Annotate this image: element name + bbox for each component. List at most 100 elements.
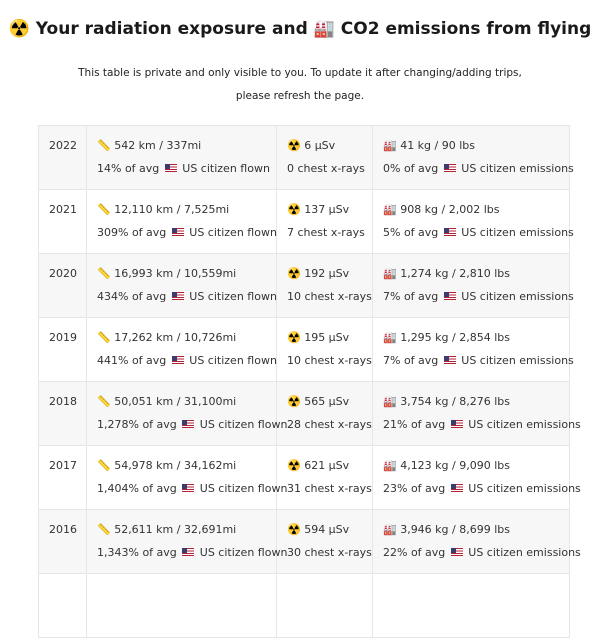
distance-comparison-label: US citizen flown xyxy=(189,354,277,367)
radiation-dose: ☢️ 621 µSv xyxy=(287,459,350,472)
co2-value: 🏭 1,274 kg / 2,810 lbs xyxy=(383,267,510,280)
title-text-part1: Your radiation exposure and xyxy=(35,19,308,39)
radiation-cell: ☢️ 195 µSv 10 chest x-rays xyxy=(276,317,373,382)
title-text-part2: CO2 emissions from flying xyxy=(340,19,592,39)
co2-comparison-label: US citizen emissions xyxy=(468,482,581,495)
year-label: 2018 xyxy=(49,395,77,408)
us-flag-icon xyxy=(450,420,463,428)
emissions-cell: 🏭 1,295 kg / 2,854 lbs 7% of avg US citi… xyxy=(372,317,574,382)
co2-comparison: 22% of avg US citizen emissions xyxy=(383,545,581,568)
co2-value: 🏭 41 kg / 90 lbs xyxy=(383,139,476,152)
distance-percent: 14% of avg xyxy=(97,162,160,175)
table-row: 2021 📏 12,110 km / 7,525mi 309% of avg U… xyxy=(38,189,574,254)
year-cell: 2017 xyxy=(38,445,87,510)
radiation-dose: ☢️ 192 µSv xyxy=(287,267,350,280)
co2-percent: 7% of avg xyxy=(383,290,439,303)
chest-xray-equivalent: 30 chest x-rays xyxy=(287,546,372,559)
factory-icon: 🏭 xyxy=(313,19,335,39)
chest-xray-equivalent: 31 chest x-rays xyxy=(287,482,372,495)
table-row: 2017 📏 54,978 km / 34,162mi 1,404% of av… xyxy=(38,445,581,510)
distance-percent: 1,404% of avg xyxy=(97,482,177,495)
distance-cell: 📏 17,262 km / 10,726mi 441% of avg US ci… xyxy=(86,317,277,382)
us-flag-icon xyxy=(443,356,456,364)
co2-percent: 22% of avg xyxy=(383,546,446,559)
distance-value: 📏 16,993 km / 10,559mi xyxy=(97,267,237,280)
emissions-cell: 🏭 3,754 kg / 8,276 lbs 21% of avg US cit… xyxy=(372,381,581,446)
radiation-cell: ☢️ 137 µSv 7 chest x-rays xyxy=(276,189,373,254)
year-label: 2016 xyxy=(49,523,77,536)
distance-comparison-label: US citizen flown xyxy=(199,418,288,431)
co2-percent: 5% of avg xyxy=(383,226,439,239)
co2-percent: 7% of avg xyxy=(383,354,439,367)
co2-comparison: 23% of avg US citizen emissions xyxy=(383,481,581,504)
us-flag-icon xyxy=(443,228,456,236)
table-row: 2022 📏 542 km / 337mi 14% of avg US citi… xyxy=(38,125,574,190)
us-flag-icon xyxy=(450,548,463,556)
table-row: 2018 📏 50,051 km / 31,100mi 1,278% of av… xyxy=(38,381,581,446)
distance-comparison: 434% of avg US citizen flown xyxy=(97,289,277,312)
radiation-dose: ☢️ 137 µSv xyxy=(287,203,350,216)
distance-value: 📏 54,978 km / 34,162mi xyxy=(97,459,237,472)
chest-xray-equivalent: 28 chest x-rays xyxy=(287,418,372,431)
us-flag-icon xyxy=(450,484,463,492)
co2-value: 🏭 3,754 kg / 8,276 lbs xyxy=(383,395,510,408)
emissions-cell: 🏭 41 kg / 90 lbs 0% of avg US citizen em… xyxy=(372,125,574,190)
distance-value: 📏 50,051 km / 31,100mi xyxy=(97,395,237,408)
emissions-cell: 🏭 1,274 kg / 2,810 lbs 7% of avg US citi… xyxy=(372,253,574,318)
year-cell: 2022 xyxy=(38,125,87,190)
year-cell: 2021 xyxy=(38,189,87,254)
co2-value: 🏭 1,295 kg / 2,854 lbs xyxy=(383,331,510,344)
co2-comparison-label: US citizen emissions xyxy=(461,354,574,367)
co2-comparison: 7% of avg US citizen emissions xyxy=(383,289,574,312)
year-label: 2020 xyxy=(49,267,77,280)
distance-percent: 309% of avg xyxy=(97,226,167,239)
co2-comparison: 21% of avg US citizen emissions xyxy=(383,417,581,440)
us-flag-icon xyxy=(171,228,184,236)
emissions-cell: 🏭 3,946 kg / 8,699 lbs 22% of avg US cit… xyxy=(372,509,581,574)
us-flag-icon xyxy=(443,292,456,300)
co2-comparison-label: US citizen emissions xyxy=(461,226,574,239)
radiation-cell: ☢️ 621 µSv 31 chest x-rays xyxy=(276,445,373,510)
distance-percent: 441% of avg xyxy=(97,354,167,367)
co2-comparison-label: US citizen emissions xyxy=(461,290,574,303)
radiation-cell: ☢️ 565 µSv 28 chest x-rays xyxy=(276,381,373,446)
us-flag-icon xyxy=(164,164,177,172)
distance-comparison: 441% of avg US citizen flown xyxy=(97,353,277,376)
distance-comparison-label: US citizen flown xyxy=(199,482,288,495)
year-cell: 2019 xyxy=(38,317,87,382)
table-row: 2019 📏 17,262 km / 10,726mi 441% of avg … xyxy=(38,317,574,382)
chest-xray-equivalent: 7 chest x-rays xyxy=(287,226,365,239)
us-flag-icon xyxy=(171,356,184,364)
radiation-dose: ☢️ 195 µSv xyxy=(287,331,350,344)
us-flag-icon xyxy=(171,292,184,300)
radiation-dose: ☢️ 6 µSv xyxy=(287,139,336,152)
distance-cell: 📏 52,611 km / 32,691mi 1,343% of avg US … xyxy=(86,509,287,574)
co2-comparison-label: US citizen emissions xyxy=(461,162,574,175)
distance-comparison-label: US citizen flown xyxy=(199,546,288,559)
year-label: 2019 xyxy=(49,331,77,344)
distance-comparison-label: US citizen flown xyxy=(182,162,270,175)
year-label: 2021 xyxy=(49,203,77,216)
distance-percent: 434% of avg xyxy=(97,290,167,303)
emissions-cell: 🏭 4,123 kg / 9,090 lbs 23% of avg US cit… xyxy=(372,445,581,510)
co2-comparison: 0% of avg US citizen emissions xyxy=(383,161,574,184)
emissions-cell: 🏭 908 kg / 2,002 lbs 5% of avg US citize… xyxy=(372,189,574,254)
co2-value: 🏭 3,946 kg / 8,699 lbs xyxy=(383,523,510,536)
year-cell: 2016 xyxy=(38,509,87,574)
radiation-icon: ☢️ xyxy=(8,19,30,39)
distance-cell: 📏 54,978 km / 34,162mi 1,404% of avg US … xyxy=(86,445,287,510)
distance-percent: 1,343% of avg xyxy=(97,546,177,559)
table-row: 2016 📏 52,611 km / 32,691mi 1,343% of av… xyxy=(38,509,581,574)
radiation-cell: ☢️ 6 µSv 0 chest x-rays xyxy=(276,125,373,190)
us-flag-icon xyxy=(443,164,456,172)
distance-comparison: 14% of avg US citizen flown xyxy=(97,161,276,184)
year-label: 2022 xyxy=(49,139,77,152)
co2-comparison-label: US citizen emissions xyxy=(468,546,581,559)
exposure-table: 2022 📏 542 km / 337mi 14% of avg US citi… xyxy=(38,125,581,638)
distance-cell: 📏 12,110 km / 7,525mi 309% of avg US cit… xyxy=(86,189,277,254)
distance-value: 📏 52,611 km / 32,691mi xyxy=(97,523,237,536)
co2-value: 🏭 908 kg / 2,002 lbs xyxy=(383,203,500,216)
distance-value: 📏 542 km / 337mi xyxy=(97,139,202,152)
chest-xray-equivalent: 0 chest x-rays xyxy=(287,162,365,175)
us-flag-icon xyxy=(182,420,195,428)
